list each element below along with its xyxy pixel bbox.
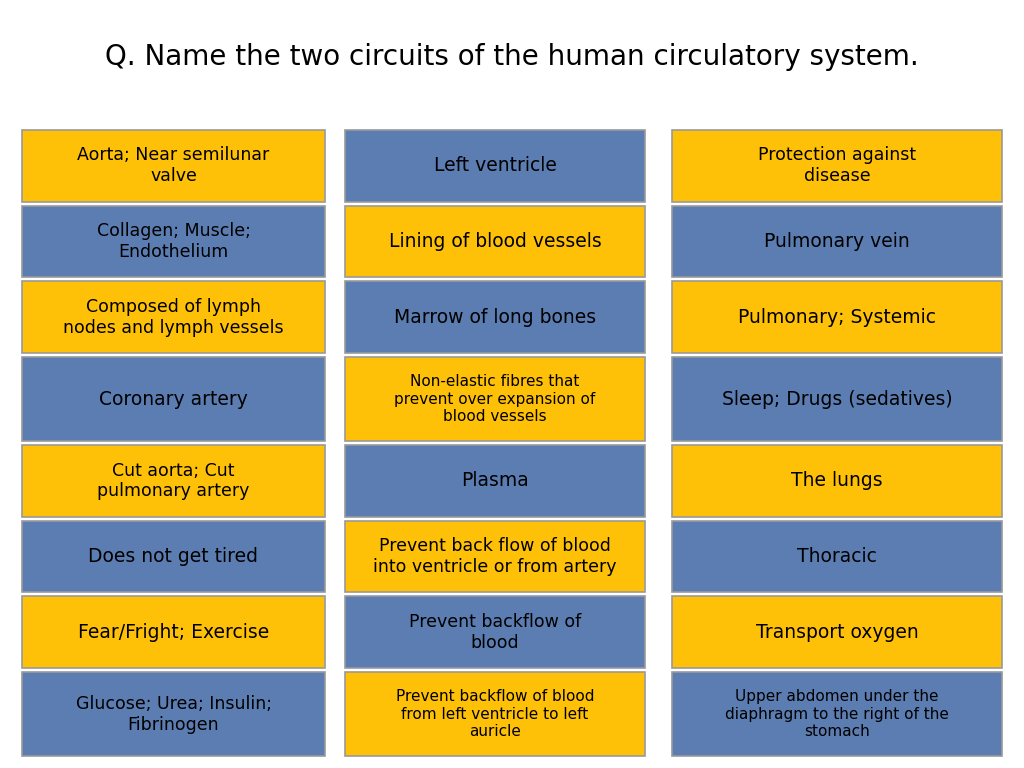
Text: Coronary artery: Coronary artery: [99, 389, 248, 409]
Text: Prevent backflow of blood
from left ventricle to left
auricle: Prevent backflow of blood from left vent…: [395, 690, 594, 739]
Bar: [672, 357, 1002, 441]
Text: Pulmonary; Systemic: Pulmonary; Systemic: [738, 308, 936, 326]
Bar: [22, 445, 325, 517]
Text: Non-elastic fibres that
prevent over expansion of
blood vessels: Non-elastic fibres that prevent over exp…: [394, 374, 596, 424]
Bar: [672, 206, 1002, 277]
Text: Aorta; Near semilunar
valve: Aorta; Near semilunar valve: [78, 147, 269, 185]
Bar: [672, 521, 1002, 592]
Text: Lining of blood vessels: Lining of blood vessels: [389, 232, 601, 251]
Text: Glucose; Urea; Insulin;
Fibrinogen: Glucose; Urea; Insulin; Fibrinogen: [76, 695, 271, 733]
Bar: [22, 357, 325, 441]
Text: Plasma: Plasma: [461, 472, 528, 491]
Bar: [345, 357, 645, 441]
Text: Pulmonary vein: Pulmonary vein: [764, 232, 910, 251]
Text: The lungs: The lungs: [792, 472, 883, 491]
Text: Composed of lymph
nodes and lymph vessels: Composed of lymph nodes and lymph vessel…: [63, 298, 284, 336]
Bar: [672, 597, 1002, 668]
Bar: [345, 445, 645, 517]
Text: Collagen; Muscle;
Endothelium: Collagen; Muscle; Endothelium: [96, 222, 251, 261]
Bar: [22, 206, 325, 277]
Bar: [22, 672, 325, 756]
Text: Prevent backflow of
blood: Prevent backflow of blood: [409, 613, 582, 652]
Text: Left ventricle: Left ventricle: [433, 157, 556, 175]
Bar: [345, 521, 645, 592]
Text: Thoracic: Thoracic: [797, 547, 877, 566]
Bar: [345, 206, 645, 277]
Text: Transport oxygen: Transport oxygen: [756, 623, 919, 642]
Bar: [672, 130, 1002, 202]
Bar: [345, 672, 645, 756]
Bar: [22, 597, 325, 668]
Bar: [345, 130, 645, 202]
Text: Marrow of long bones: Marrow of long bones: [394, 308, 596, 326]
Bar: [672, 281, 1002, 353]
Text: Prevent back flow of blood
into ventricle or from artery: Prevent back flow of blood into ventricl…: [374, 538, 616, 576]
Bar: [672, 445, 1002, 517]
Bar: [22, 281, 325, 353]
Bar: [345, 597, 645, 668]
Bar: [22, 130, 325, 202]
Bar: [672, 672, 1002, 756]
Text: Fear/Fright; Exercise: Fear/Fright; Exercise: [78, 623, 269, 642]
Text: Sleep; Drugs (sedatives): Sleep; Drugs (sedatives): [722, 389, 952, 409]
Text: Does not get tired: Does not get tired: [88, 547, 258, 566]
Text: Protection against
disease: Protection against disease: [758, 147, 916, 185]
Text: Upper abdomen under the
diaphragm to the right of the
stomach: Upper abdomen under the diaphragm to the…: [725, 690, 949, 739]
Text: Q. Name the two circuits of the human circulatory system.: Q. Name the two circuits of the human ci…: [105, 43, 919, 71]
Text: Cut aorta; Cut
pulmonary artery: Cut aorta; Cut pulmonary artery: [97, 462, 250, 501]
Bar: [22, 521, 325, 592]
Bar: [345, 281, 645, 353]
